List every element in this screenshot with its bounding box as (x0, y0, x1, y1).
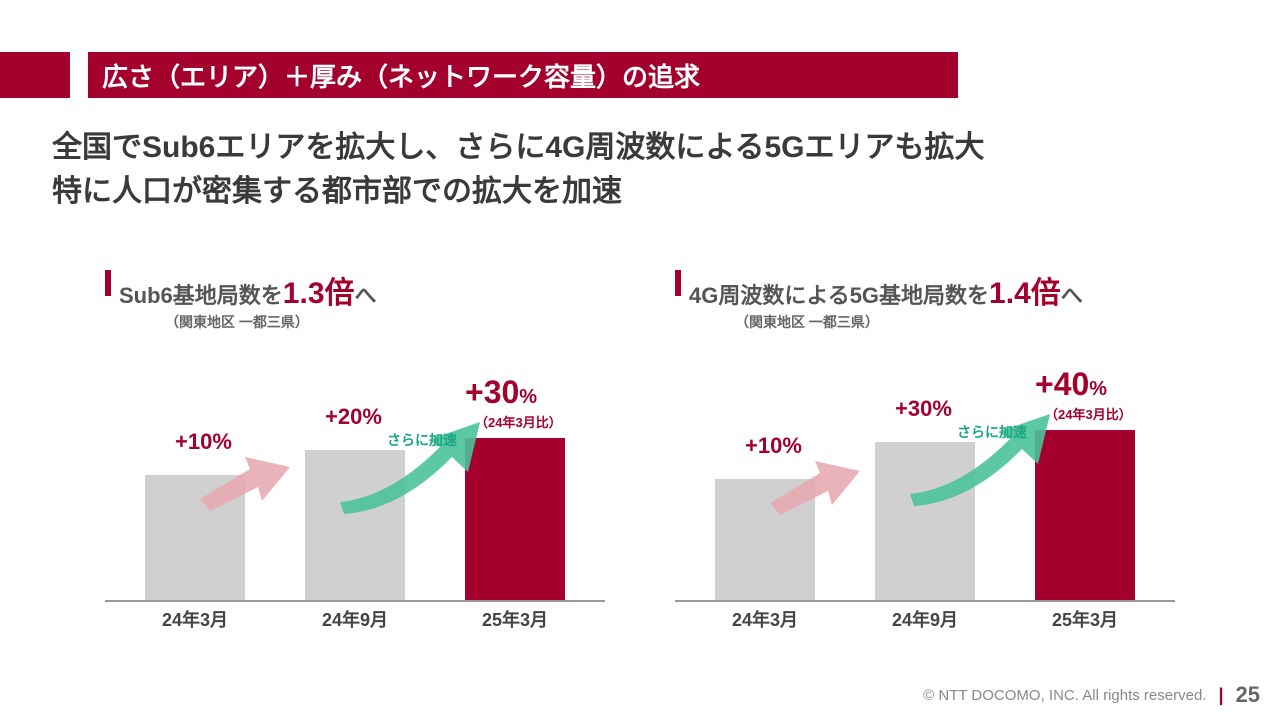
x-label-1: 24年9月 (875, 606, 975, 632)
charts-container: Sub6基地局数を1.3倍へ（関東地区 一都三県）24年3月24年9月25年3月… (0, 268, 1280, 632)
bar-1 (305, 450, 405, 600)
chart-title-row: Sub6基地局数を1.3倍へ (105, 268, 605, 312)
pct-label-2: +30% (465, 374, 537, 411)
chart-title: Sub6基地局数を1.3倍へ (119, 268, 377, 312)
chart-title-row: 4G周波数による5G基地局数を1.4倍へ (675, 268, 1175, 312)
page-title: 広さ（エリア）＋厚み（ネットワーク容量）の追求 (88, 52, 958, 98)
x-label-0: 24年3月 (145, 606, 245, 632)
x-axis-labels: 24年3月 24年9月 25年3月 (105, 606, 605, 632)
pct-label-1: +20% (325, 404, 382, 430)
bar-0 (715, 479, 815, 600)
pct-label-2: +40% (1035, 366, 1107, 403)
title-accent-block (0, 52, 70, 98)
bar-fill (465, 438, 565, 601)
pct-label-0: +10% (745, 433, 802, 459)
chart-title-multiplier: 1.3倍 (283, 277, 355, 310)
x-label-2: 25年3月 (465, 606, 565, 632)
x-label-2: 25年3月 (1035, 606, 1135, 632)
bar-fill (305, 450, 405, 600)
bar-0 (145, 475, 245, 600)
subtitle: 全国でSub6エリアを拡大し、さらに4G周波数による5Gエリアも拡大 特に人口が… (52, 126, 1228, 213)
x-axis-labels: 24年3月 24年9月 25年3月 (675, 606, 1175, 632)
bar-fill (715, 479, 815, 600)
subtitle-line2: 特に人口が密集する都市部での拡大を加速 (52, 175, 622, 208)
chart-title-prefix: 4G周波数による5G基地局数を (689, 283, 989, 308)
title-bar: 広さ（エリア）＋厚み（ネットワーク容量）の追求 (0, 52, 958, 98)
pct-label-0: +10% (175, 429, 232, 455)
footer-separator: | (1218, 685, 1223, 706)
chart-title-suffix: へ (1061, 283, 1083, 308)
bar-fill (145, 475, 245, 600)
chart-plot: 24年3月 24年9月 25年3月 +10% +20% +30%（24年3月比） さらに加速 (105, 372, 605, 632)
chart-0: Sub6基地局数を1.3倍へ（関東地区 一都三県）24年3月24年9月25年3月… (105, 268, 605, 632)
subtitle-line1: 全国でSub6エリアを拡大し、さらに4G周波数による5Gエリアも拡大 (52, 131, 984, 164)
chart-title-accent (105, 270, 111, 296)
chart-subnote: （関東地区 一都三県） (735, 312, 1175, 332)
chart-title-suffix: へ (355, 283, 377, 308)
page-number: 25 (1236, 682, 1260, 708)
bar-2 (1035, 430, 1135, 600)
footer: © NTT DOCOMO, INC. All rights reserved. … (923, 682, 1260, 708)
chart-title: 4G周波数による5G基地局数を1.4倍へ (689, 268, 1083, 312)
pct-label-1: +30% (895, 396, 952, 422)
accel-note: さらに加速 (387, 430, 457, 450)
chart-plot: 24年3月24年9月25年3月+10%+30%+40%（24年3月比）さらに加速 (675, 372, 1175, 632)
compare-note: （24年3月比） (475, 412, 562, 431)
bar-fill (1035, 430, 1135, 600)
compare-note: （24年3月比） (1045, 404, 1132, 423)
chart-title-accent (675, 270, 681, 296)
chart-1: 4G周波数による5G基地局数を1.4倍へ（関東地区 一都三県）24年3月24年9… (675, 268, 1175, 632)
bar-2 (465, 438, 565, 601)
bar-1 (875, 442, 975, 600)
accel-note: さらに加速 (957, 422, 1027, 442)
copyright-text: © NTT DOCOMO, INC. All rights reserved. (923, 687, 1206, 704)
chart-title-prefix: Sub6基地局数を (119, 283, 283, 308)
x-label-1: 24年9月 (305, 606, 405, 632)
chart-subnote: （関東地区 一都三県） (165, 312, 605, 332)
title-gap (70, 52, 88, 98)
x-label-0: 24年3月 (715, 606, 815, 632)
chart-title-multiplier: 1.4倍 (989, 277, 1061, 310)
bar-fill (875, 442, 975, 600)
